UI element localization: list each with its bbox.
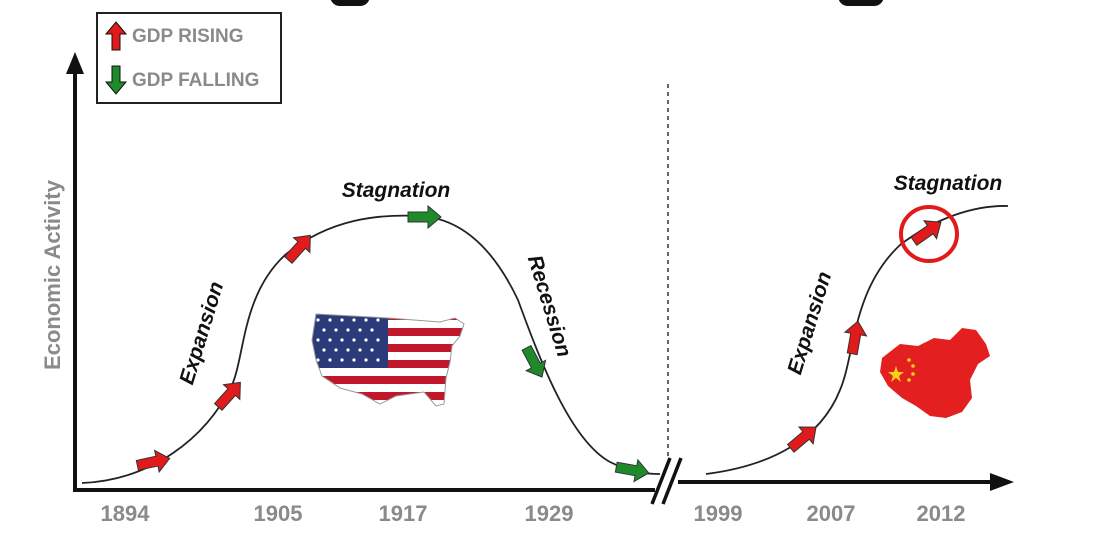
- legend: GDP RISING GDP FALLING: [96, 12, 282, 104]
- red-rising-arrow-icon-left-2: [213, 381, 241, 411]
- legend-rising-label: GDP RISING: [132, 26, 244, 47]
- legend-falling-label: GDP FALLING: [132, 70, 260, 91]
- x-tick-label-1894: 1894: [101, 501, 151, 526]
- red-rising-arrow-icon-right-1: [786, 426, 817, 453]
- x-tick-label-2007: 2007: [807, 501, 856, 526]
- y-axis-label: Economic Activity: [40, 179, 65, 370]
- trend-markers: [135, 204, 942, 483]
- x-tick-label-1999: 1999: [694, 501, 743, 526]
- china-map-flag: [880, 328, 990, 418]
- phase-label-right-expansion: Expansion: [783, 269, 836, 377]
- x-tick-label-2012: 2012: [917, 501, 966, 526]
- red-rising-arrow-icon-right-2: [843, 320, 868, 356]
- red-rising-arrow-icon-left-3: [283, 234, 311, 264]
- red-up-arrow-icon: [104, 21, 128, 51]
- phase-label-left-recession: Recession: [523, 253, 576, 360]
- phase-label-left-stagnation: Stagnation: [342, 179, 451, 202]
- green-falling-arrow-icon-left-5: [521, 344, 547, 378]
- usa-map-flag: [311, 313, 465, 407]
- green-down-arrow-icon: [104, 65, 128, 95]
- red-rising-arrow-icon-right-3: [910, 220, 942, 246]
- x-axis-arrowhead: [990, 473, 1014, 491]
- x-tick-label-1929: 1929: [525, 501, 574, 526]
- highlight-circle: [899, 205, 959, 263]
- phase-label-left-expansion: Expansion: [175, 279, 228, 387]
- red-rising-arrow-icon-left-1: [135, 449, 171, 474]
- x-tick-label-1905: 1905: [254, 501, 303, 526]
- phase-label-right-stagnation: Stagnation: [894, 172, 1003, 195]
- cropped-title-fragment: [0, 0, 1096, 8]
- green-falling-arrow-icon-left-6: [614, 458, 650, 483]
- axis-break-mark-2: [661, 457, 683, 505]
- y-axis-arrowhead: [66, 52, 84, 74]
- x-tick-label-1917: 1917: [379, 501, 428, 526]
- x-axis-ticks: 1894 1905 1917 1929 1999 2007 2012: [101, 501, 966, 526]
- axis-break-mark-1: [650, 457, 672, 505]
- green-falling-arrow-icon-left-4: [407, 204, 442, 230]
